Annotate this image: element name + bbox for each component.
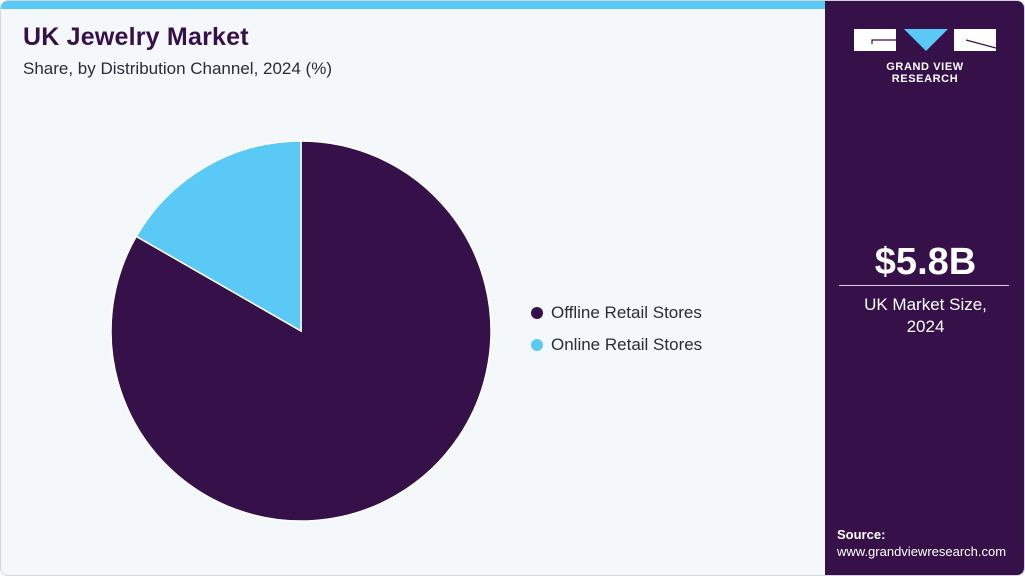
legend-dot-offline [531, 307, 543, 319]
logo-text: GRAND VIEW RESEARCH [886, 61, 964, 85]
accent-bar [1, 1, 825, 9]
legend-label-online: Online Retail Stores [551, 335, 703, 354]
chart-subtitle: Share, by Distribution Channel, 2024 (%) [23, 59, 332, 78]
pie-slice-online-retail-stores [135, 140, 302, 333]
grand-view-research-logo: GRAND VIEW RESEARCH [854, 28, 997, 85]
source-label: Source: [837, 527, 886, 542]
source-link[interactable]: www.grandviewresearch.com [837, 544, 1007, 559]
legend-label-offline: Offline Retail Stores [551, 303, 702, 322]
pie-chart [110, 140, 492, 522]
divider [839, 285, 1009, 286]
legend-dot-online [531, 339, 543, 351]
market-size-value: $5.8B [874, 241, 977, 283]
market-size-label-line2: 2024 [906, 317, 945, 336]
legend-item-online: Online Retail Stores [531, 329, 702, 361]
chart-area: UK Jewelry Market Share, by Distribution… [1, 9, 825, 575]
legend-item-offline: Offline Retail Stores [531, 297, 702, 329]
gvr-logo-icon [854, 29, 997, 51]
chart-title: UK Jewelry Market [23, 23, 249, 51]
market-size-label-line1: UK Market Size, [864, 295, 987, 314]
market-size-label: UK Market Size, 2024 [825, 294, 1024, 338]
sidebar-panel: GRAND VIEW RESEARCH $5.8B UK Market Size… [825, 1, 1024, 575]
legend: Offline Retail Stores Online Retail Stor… [531, 297, 702, 361]
